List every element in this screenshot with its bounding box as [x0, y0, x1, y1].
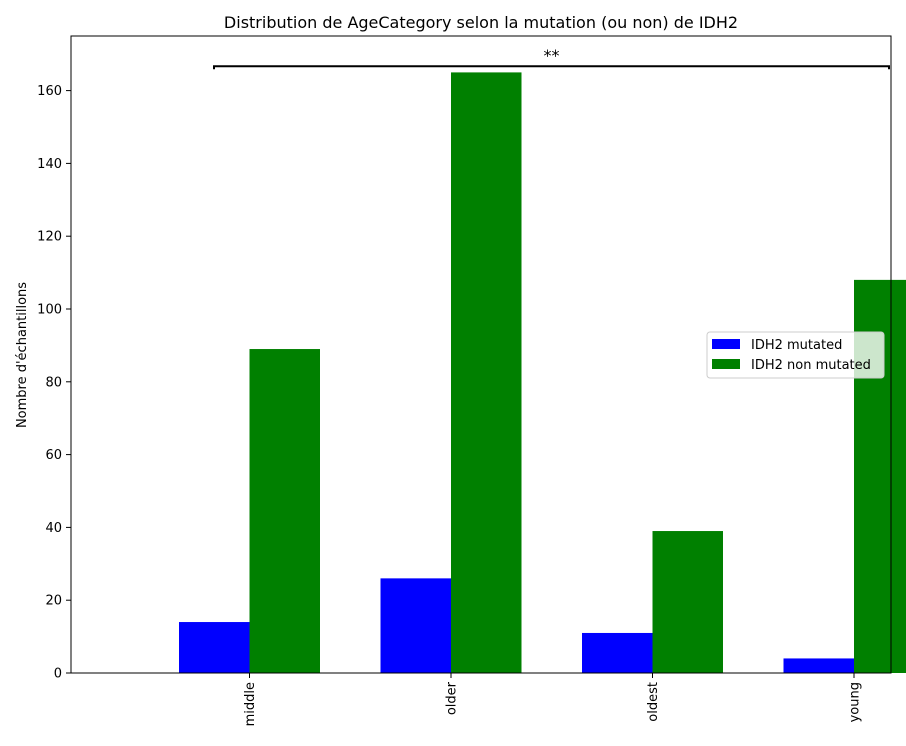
bar-idh2-mutated-middle — [179, 622, 250, 673]
x-axis-ticks: middle older oldest young — [243, 673, 863, 726]
legend-label: IDH2 mutated — [751, 338, 842, 353]
bars-group — [179, 72, 906, 673]
y-axis-ticks: 0 20 40 60 80 100 120 140 160 — [37, 84, 71, 682]
significance-bracket — [213, 65, 890, 70]
x-tick-label-oldest: oldest — [646, 682, 661, 722]
bar-idh2-mutated-older — [380, 578, 451, 673]
bar-idh2-non-mutated-older — [451, 72, 522, 673]
plot-frame — [70, 35, 892, 674]
x-tick-label-older: older — [445, 681, 460, 715]
legend-swatch — [712, 359, 740, 369]
x-tick-label-young: young — [848, 682, 863, 722]
y-tick-label: 40 — [45, 521, 62, 536]
bar-idh2-mutated-young — [783, 658, 854, 673]
y-tick-label: 0 — [54, 667, 62, 682]
chart-title: Distribution de AgeCategory selon la mut… — [224, 13, 738, 32]
y-tick-label: 140 — [37, 157, 62, 172]
y-tick-label: 60 — [45, 448, 62, 463]
y-axis-title: Nombre d'échantillons — [15, 282, 30, 428]
y-tick-label: 20 — [45, 594, 62, 609]
legend-swatch — [712, 339, 740, 349]
legend-label: IDH2 non mutated — [751, 358, 871, 373]
bar-idh2-non-mutated-oldest — [652, 531, 723, 673]
significance-label: ** — [544, 46, 560, 65]
y-tick-label: 120 — [37, 230, 62, 245]
significance-annotation: ** — [213, 46, 890, 70]
legend-box — [706, 331, 885, 379]
legend: IDH2 mutated IDH2 non mutated — [706, 331, 885, 379]
y-tick-label: 80 — [45, 375, 62, 390]
x-tick-label-middle: middle — [243, 682, 258, 726]
bar-idh2-non-mutated-middle — [249, 349, 320, 673]
y-tick-label: 160 — [37, 84, 62, 99]
bar-idh2-mutated-oldest — [582, 632, 653, 673]
y-tick-label: 100 — [37, 303, 62, 318]
